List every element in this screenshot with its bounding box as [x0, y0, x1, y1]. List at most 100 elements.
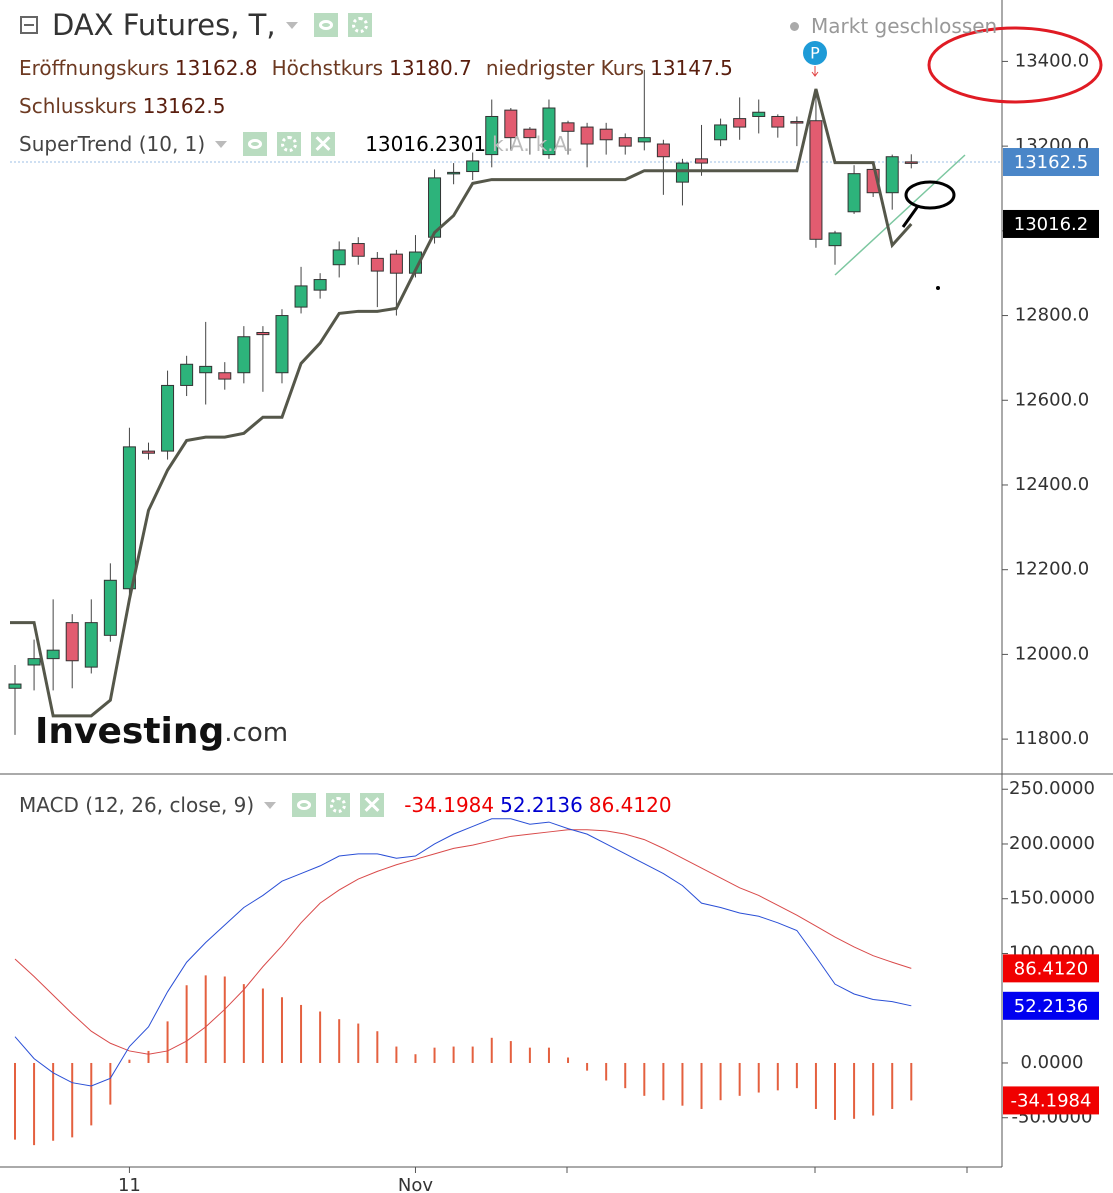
y-tick-label: 0.0000 — [1021, 1052, 1084, 1073]
settings-icon[interactable] — [277, 132, 302, 156]
candle-body — [580, 126, 594, 145]
price-tag-label: -34.1984 — [1011, 1090, 1092, 1111]
candle-body — [847, 173, 861, 213]
legend-label: niedrigster Kurs — [485, 56, 645, 80]
candle-body — [8, 683, 22, 689]
price-tag-label: 13016.2 — [1014, 214, 1088, 235]
candle-body — [485, 115, 499, 156]
candle-body — [904, 161, 918, 164]
candle-body — [256, 331, 270, 336]
candle-body — [428, 177, 442, 238]
visibility-icon[interactable] — [313, 13, 338, 37]
candle-body — [637, 137, 651, 143]
candle-body — [561, 122, 575, 132]
logo-part: Investing — [35, 711, 224, 752]
macd-title: MACD (12, 26, close, 9) — [19, 793, 255, 817]
y-tick-label: 13400.0 — [1015, 50, 1089, 71]
dropdown[interactable] — [285, 21, 298, 29]
indicator-name: SuperTrend (10, 1) — [19, 132, 206, 156]
settings-icon[interactable] — [347, 13, 372, 37]
candle-body — [733, 118, 747, 128]
candle-body — [618, 137, 632, 147]
legend-label: Schlusskurs — [19, 94, 137, 118]
dropdown[interactable] — [264, 801, 277, 809]
candle-body — [46, 649, 60, 660]
candle-body — [237, 336, 251, 374]
candle-body — [103, 579, 117, 636]
visibility-icon[interactable] — [243, 132, 268, 156]
indicator-value: 13016.2301 — [365, 132, 487, 156]
candle-body — [809, 120, 823, 240]
candle-body — [656, 143, 670, 158]
candle-body — [447, 171, 461, 175]
y-tick-label: 12800.0 — [1015, 305, 1089, 326]
macd-line — [14, 818, 912, 1087]
y-tick-label: 11800.0 — [1015, 728, 1089, 749]
candle-body — [180, 363, 194, 386]
remove-icon[interactable] — [360, 793, 385, 817]
candle-body — [752, 111, 766, 117]
y-tick-label: 250.0000 — [1009, 778, 1095, 799]
candle-body — [122, 446, 136, 590]
candle-body — [65, 622, 79, 662]
y-tick-label: 12200.0 — [1015, 559, 1089, 580]
signal-value: 86.4120 — [588, 793, 672, 817]
candle-body — [332, 249, 346, 266]
price-tag — [1003, 954, 1099, 983]
candle-body — [523, 128, 537, 139]
price-tag-label: 13162.5 — [1014, 152, 1088, 173]
candle-body — [275, 315, 289, 374]
candle-body — [695, 158, 709, 164]
supertrend-line — [10, 88, 913, 718]
trend-line — [834, 154, 966, 276]
macd-value: 52.2136 — [500, 793, 583, 817]
drawn-circle — [904, 180, 956, 210]
chart-title: DAX Futures, T, — [52, 8, 276, 42]
visibility-icon[interactable] — [292, 793, 317, 817]
collapse-icon[interactable] — [20, 16, 38, 34]
ohlc-legend: Eröffnungskurs 13162.8 Höchstkurs 13180.… — [19, 56, 741, 80]
drawn-stroke — [901, 205, 920, 228]
candle-body — [790, 121, 804, 124]
candle-body — [885, 156, 899, 194]
candle-body — [714, 124, 728, 141]
legend-value: 13162.8 — [174, 56, 258, 80]
market-status: Markt geschlossen — [790, 14, 997, 38]
marks: 11800.0 12000.0 12200.0 12400.0 12600.0 12800… — [8, 41, 1099, 1193]
y-tick-label: 12600.0 — [1015, 389, 1089, 410]
y-tick-label: 200.0000 — [1009, 833, 1095, 854]
price-tag — [1003, 991, 1099, 1020]
ohlc-legend-close: Schlusskurs 13162.5 — [19, 94, 233, 118]
drawn-dot — [936, 286, 940, 290]
dropdown[interactable] — [215, 140, 228, 148]
candle-body — [84, 622, 98, 668]
price-tag — [1003, 148, 1099, 177]
marker-arrow — [811, 66, 819, 77]
candle-body — [199, 365, 213, 374]
signal-line — [14, 829, 912, 1055]
y-tick-label: 12400.0 — [1015, 474, 1089, 495]
remove-icon[interactable] — [311, 132, 336, 156]
candle-body — [504, 109, 518, 139]
header: DAX Futures, T, — [20, 8, 376, 42]
indicator-status: k.A. — [492, 132, 530, 156]
candle-body — [599, 128, 613, 141]
candle-body — [218, 372, 232, 380]
indicator-status: k.A. — [535, 132, 574, 156]
x-tick-label: 11 — [118, 1175, 141, 1193]
candle-body — [27, 658, 41, 666]
marker — [803, 41, 827, 65]
candle-body — [389, 253, 403, 274]
logo: Investing.com — [35, 711, 288, 752]
settings-icon[interactable] — [326, 793, 351, 817]
price-tag-label: 52.2136 — [1014, 996, 1088, 1017]
status-text: Markt geschlossen — [811, 14, 998, 38]
x-tick-label: Nov — [398, 1175, 433, 1193]
candle-body — [161, 384, 175, 452]
candle-body — [675, 162, 689, 183]
logo-part: .com — [224, 718, 288, 748]
price-tag — [1003, 209, 1099, 238]
highlight-ellipse — [927, 26, 1103, 104]
y-tick-label: 12000.0 — [1015, 643, 1089, 664]
